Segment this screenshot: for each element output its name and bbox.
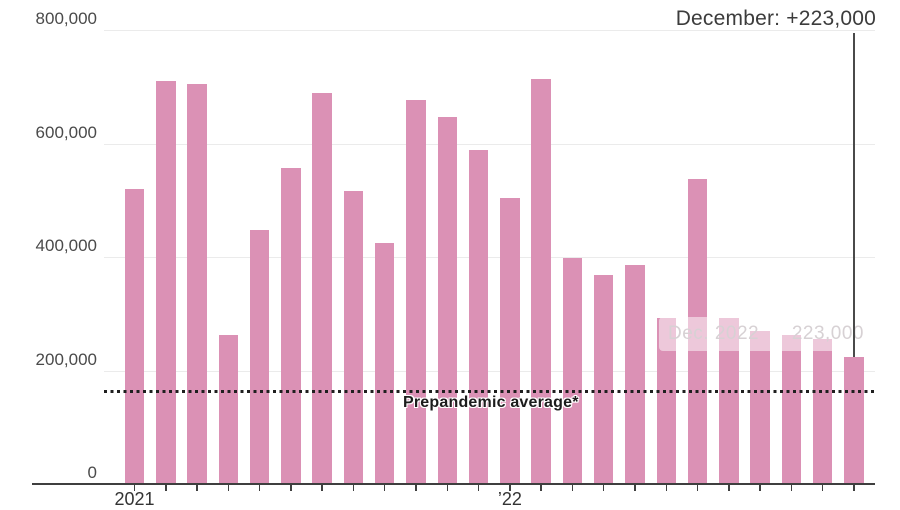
bar-2021-02[interactable] bbox=[156, 81, 176, 484]
bar-2022-09[interactable] bbox=[750, 331, 770, 484]
december-annotation-line bbox=[853, 33, 855, 358]
ghost-tooltip: Dec. 2022 223,000 bbox=[659, 317, 873, 351]
bar-2021-06[interactable] bbox=[281, 167, 301, 484]
x-tick-2022-03 bbox=[571, 485, 574, 491]
gridline-600000 bbox=[104, 143, 875, 145]
x-tick-2021-12 bbox=[477, 485, 480, 491]
x-tick-2021-01 bbox=[133, 485, 136, 491]
x-tick-2021-04 bbox=[227, 485, 230, 491]
x-tick-2022-07 bbox=[696, 485, 699, 491]
x-tick-2021-08 bbox=[352, 485, 355, 491]
bar-2022-05[interactable] bbox=[625, 264, 645, 484]
bar-2022-03[interactable] bbox=[562, 258, 583, 484]
x-tick-2021-11 bbox=[446, 485, 449, 491]
ghost-tooltip-date: Dec. 2022 bbox=[668, 323, 760, 344]
x-tick-2022-11 bbox=[821, 485, 824, 491]
bar-2022-02[interactable] bbox=[531, 78, 551, 484]
x-tick-2022-06 bbox=[665, 485, 667, 491]
x-tick-2022-12 bbox=[853, 485, 855, 491]
gridline-400000 bbox=[104, 257, 875, 258]
x-axis-label-2021: 2021 bbox=[114, 489, 155, 509]
prepandemic-average-label: Prepandemic average* bbox=[403, 394, 579, 411]
y-axis-label-0: 0 bbox=[87, 463, 97, 482]
x-tick-2021-02 bbox=[165, 485, 167, 491]
x-tick-2022-01 bbox=[509, 485, 511, 491]
bar-2022-04[interactable] bbox=[593, 275, 614, 484]
x-tick-2021-09 bbox=[383, 485, 386, 491]
x-tick-2022-10 bbox=[790, 485, 793, 491]
x-tick-2021-05 bbox=[258, 485, 261, 491]
bar-2021-05[interactable] bbox=[249, 230, 270, 484]
gridline-800000 bbox=[104, 30, 875, 31]
x-tick-2022-02 bbox=[540, 485, 542, 491]
y-axis-label-200000: 200,000 bbox=[35, 349, 97, 369]
x-tick-2021-03 bbox=[196, 485, 198, 491]
y-axis-label-800000: 800,000 bbox=[35, 9, 97, 28]
x-axis-label-22: ’22 bbox=[497, 489, 522, 509]
x-tick-2022-05 bbox=[634, 485, 636, 491]
bar-2021-07[interactable] bbox=[312, 92, 332, 484]
bar-2022-11[interactable] bbox=[812, 338, 833, 484]
bar-2021-01[interactable] bbox=[124, 188, 145, 484]
bar-2021-10[interactable] bbox=[406, 99, 426, 484]
x-tick-2021-10 bbox=[415, 485, 417, 491]
bar-2022-10[interactable] bbox=[781, 334, 802, 484]
bar-2022-12[interactable] bbox=[844, 357, 864, 484]
x-tick-2022-08 bbox=[728, 485, 730, 491]
bar-2022-01[interactable] bbox=[500, 197, 520, 484]
bar-2021-04[interactable] bbox=[218, 334, 239, 484]
x-tick-2021-06 bbox=[290, 485, 292, 491]
x-axis-line bbox=[32, 483, 875, 485]
y-axis-label-600000: 600,000 bbox=[35, 122, 97, 142]
bar-2021-08[interactable] bbox=[343, 190, 364, 484]
bar-2021-09[interactable] bbox=[374, 243, 395, 484]
x-tick-2022-09 bbox=[759, 485, 761, 491]
bar-2022-06[interactable] bbox=[656, 317, 676, 484]
december-callout-label: December: +223,000 bbox=[675, 7, 876, 30]
bar-2021-03[interactable] bbox=[187, 84, 207, 484]
bar-2022-08[interactable] bbox=[719, 318, 739, 484]
bar-2021-12[interactable] bbox=[468, 150, 489, 484]
gridline-200000 bbox=[104, 370, 875, 372]
prepandemic-average-line bbox=[104, 389, 875, 393]
ghost-tooltip-value: 223,000 bbox=[791, 323, 864, 344]
bar-2021-11[interactable] bbox=[437, 116, 458, 484]
x-tick-2022-04 bbox=[602, 485, 605, 491]
y-axis-label-400000: 400,000 bbox=[35, 236, 97, 255]
x-tick-2021-07 bbox=[321, 485, 323, 491]
